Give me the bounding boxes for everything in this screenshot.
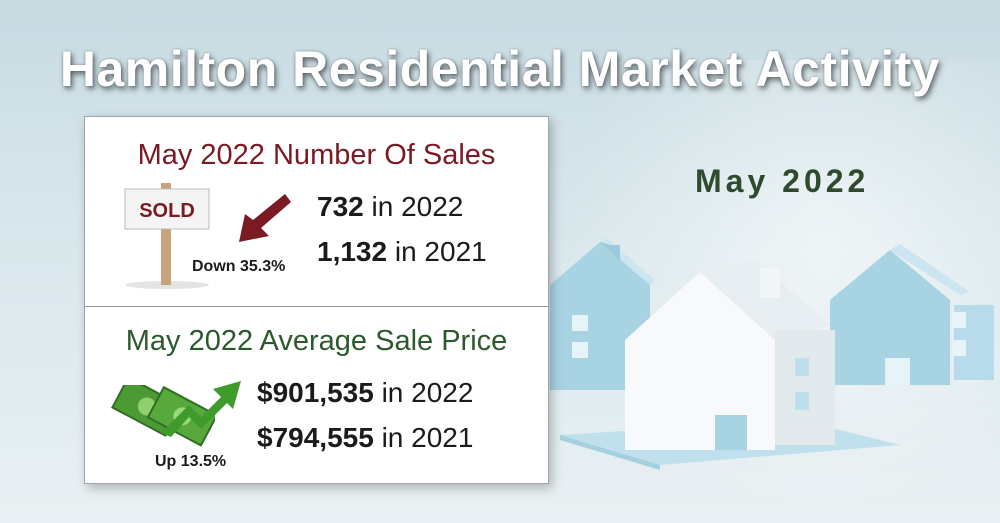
price-previous: $794,555 in 2021 — [257, 422, 473, 454]
down-arrow-icon — [239, 194, 291, 242]
up-arrow-icon — [161, 381, 241, 437]
sales-previous-value: 1,132 — [317, 236, 388, 267]
price-change: Up 13.5% — [155, 453, 227, 470]
price-previous-suffix: in 2021 — [373, 422, 474, 453]
main-house — [625, 260, 835, 450]
price-current-suffix: in 2022 — [373, 377, 474, 408]
sales-previous: 1,132 in 2021 — [317, 236, 487, 268]
sales-current-value: 732 — [317, 191, 364, 222]
page-title: Hamilton Residential Market Activity — [59, 41, 941, 97]
side-date-label: May 2022 — [695, 163, 870, 199]
section-divider — [85, 306, 548, 307]
sales-section-title: May 2022 Number Of Sales — [137, 139, 496, 171]
price-current-value: $901,535 — [257, 377, 374, 408]
house-illustration — [550, 238, 994, 470]
sold-sign-icon: SOLD — [124, 183, 210, 289]
price-section-title: May 2022 Average Sale Price — [125, 325, 508, 357]
stats-card: May 2022 Number Of Sales SOLD Down 35.3%… — [84, 116, 549, 484]
sales-previous-suffix: in 2021 — [387, 236, 487, 267]
price-previous-value: $794,555 — [257, 422, 374, 453]
sales-current: 732 in 2022 — [317, 191, 463, 223]
sold-sign-text: SOLD — [139, 200, 195, 222]
sales-current-suffix: in 2022 — [363, 191, 464, 222]
sales-change: Down 35.3% — [192, 258, 286, 275]
back-house-right — [830, 244, 994, 385]
price-current: $901,535 in 2022 — [257, 377, 473, 409]
